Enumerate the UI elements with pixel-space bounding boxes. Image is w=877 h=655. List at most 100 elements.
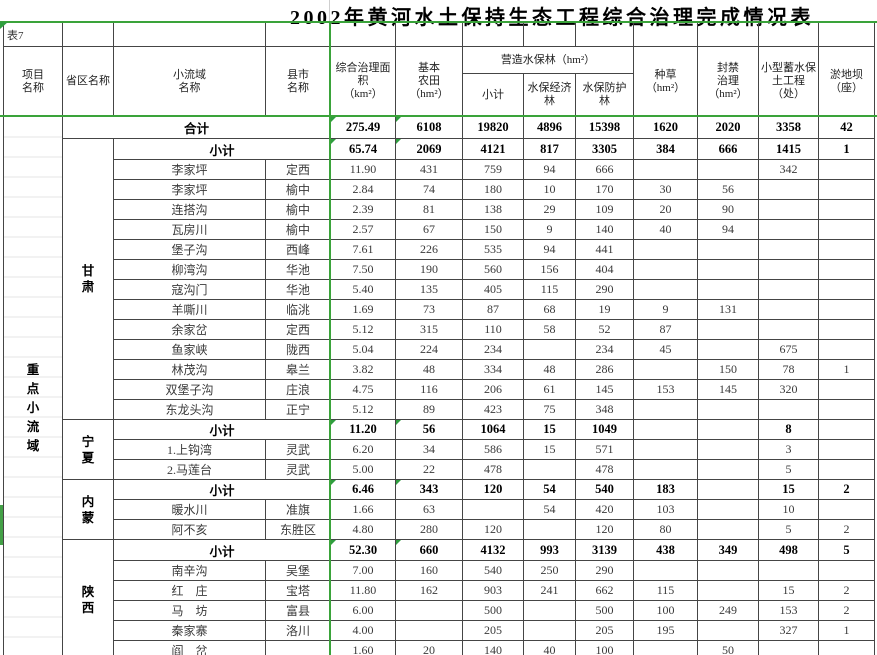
value-cell[interactable] [818, 159, 875, 180]
value-cell[interactable]: 315 [395, 319, 463, 340]
subtotal-label-cell[interactable]: 小计 [113, 419, 331, 440]
value-cell[interactable]: 120 [575, 519, 634, 540]
county-name-cell[interactable]: 庄浪 [265, 379, 331, 400]
value-cell[interactable] [758, 319, 819, 340]
value-cell[interactable]: 15398 [575, 116, 634, 139]
value-cell[interactable] [818, 560, 875, 581]
value-cell[interactable]: 29 [523, 199, 576, 220]
value-cell[interactable] [523, 620, 576, 641]
province-cell[interactable]: 宁 夏 [62, 419, 114, 480]
value-cell[interactable]: 290 [575, 560, 634, 581]
value-cell[interactable]: 249 [697, 600, 759, 621]
watershed-name-cell[interactable]: 双堡子沟 [113, 379, 266, 400]
value-cell[interactable]: 478 [575, 459, 634, 480]
watershed-name-cell[interactable]: 羊嘶川 [113, 299, 266, 320]
value-cell[interactable] [523, 339, 576, 360]
subtotal-label-cell[interactable]: 小计 [113, 138, 331, 160]
subtotal-label-cell[interactable]: 小计 [113, 479, 331, 500]
value-cell[interactable]: 423 [462, 399, 524, 420]
county-name-cell[interactable]: 陇西 [265, 339, 331, 360]
value-cell[interactable]: 2020 [697, 116, 759, 139]
province-cell[interactable]: 陕 西 [62, 539, 114, 655]
value-cell[interactable]: 7.50 [330, 259, 396, 280]
value-cell[interactable]: 52.30 [330, 539, 396, 561]
header-basic-farmland[interactable]: 基本 农田 （hm²） [395, 46, 463, 117]
value-cell[interactable] [818, 299, 875, 320]
value-cell[interactable] [523, 519, 576, 540]
county-name-cell[interactable]: 华池 [265, 259, 331, 280]
value-cell[interactable]: 162 [395, 580, 463, 601]
value-cell[interactable]: 1620 [633, 116, 698, 139]
value-cell[interactable] [523, 459, 576, 480]
value-cell[interactable] [818, 199, 875, 220]
project-name-cell[interactable]: 重 点 小 流 域 [3, 116, 63, 655]
value-cell[interactable]: 1 [818, 359, 875, 380]
county-name-cell[interactable]: 富县 [265, 600, 331, 621]
value-cell[interactable]: 90 [697, 199, 759, 220]
county-name-cell[interactable]: 华池 [265, 279, 331, 300]
value-cell[interactable]: 1.66 [330, 499, 396, 520]
empty-cell[interactable] [395, 22, 463, 47]
value-cell[interactable]: 1.60 [330, 640, 396, 655]
value-cell[interactable] [633, 259, 698, 280]
value-cell[interactable]: 2 [818, 580, 875, 601]
value-cell[interactable]: 50 [697, 640, 759, 655]
value-cell[interactable] [818, 499, 875, 520]
value-cell[interactable]: 1 [818, 138, 875, 160]
value-cell[interactable]: 431 [395, 159, 463, 180]
value-cell[interactable]: 5 [818, 539, 875, 561]
subtotal-label-cell[interactable]: 小计 [113, 539, 331, 561]
value-cell[interactable]: 68 [523, 299, 576, 320]
value-cell[interactable]: 3305 [575, 138, 634, 160]
value-cell[interactable] [523, 600, 576, 621]
value-cell[interactable]: 110 [462, 319, 524, 340]
value-cell[interactable]: 180 [462, 179, 524, 200]
value-cell[interactable]: 4.75 [330, 379, 396, 400]
value-cell[interactable]: 78 [758, 359, 819, 380]
value-cell[interactable]: 6108 [395, 116, 463, 139]
watershed-name-cell[interactable]: 连搭沟 [113, 199, 266, 220]
header-forest-group[interactable]: 营造水保林（hm²） [462, 46, 634, 74]
value-cell[interactable]: 20 [395, 640, 463, 655]
county-name-cell[interactable]: 宝塔 [265, 580, 331, 601]
value-cell[interactable]: 405 [462, 279, 524, 300]
value-cell[interactable]: 205 [575, 620, 634, 641]
watershed-name-cell[interactable]: 柳湾沟 [113, 259, 266, 280]
value-cell[interactable]: 6.20 [330, 439, 396, 460]
header-county-name[interactable]: 县市 名称 [265, 46, 331, 117]
value-cell[interactable]: 3139 [575, 539, 634, 561]
value-cell[interactable] [818, 439, 875, 460]
value-cell[interactable]: 349 [697, 539, 759, 561]
value-cell[interactable]: 140 [575, 219, 634, 240]
value-cell[interactable] [697, 339, 759, 360]
value-cell[interactable]: 120 [462, 479, 524, 500]
empty-cell[interactable] [697, 22, 759, 47]
total-label-cell[interactable]: 合计 [62, 116, 331, 139]
value-cell[interactable] [697, 159, 759, 180]
value-cell[interactable]: 540 [575, 479, 634, 500]
value-cell[interactable]: 11.90 [330, 159, 396, 180]
value-cell[interactable]: 250 [523, 560, 576, 581]
header-forest-economic[interactable]: 水保经济 林 [523, 73, 576, 117]
empty-cell[interactable] [818, 22, 875, 47]
watershed-name-cell[interactable]: 暖水川 [113, 499, 266, 520]
value-cell[interactable]: 19 [575, 299, 634, 320]
value-cell[interactable]: 560 [462, 259, 524, 280]
value-cell[interactable]: 993 [523, 539, 576, 561]
value-cell[interactable]: 500 [462, 600, 524, 621]
value-cell[interactable]: 290 [575, 279, 634, 300]
county-name-cell[interactable]: 临洮 [265, 299, 331, 320]
value-cell[interactable]: 5.40 [330, 279, 396, 300]
value-cell[interactable]: 45 [633, 339, 698, 360]
watershed-name-cell[interactable]: 秦家寨 [113, 620, 266, 641]
value-cell[interactable] [818, 459, 875, 480]
value-cell[interactable] [818, 279, 875, 300]
county-name-cell[interactable] [265, 640, 331, 655]
empty-cell[interactable] [113, 22, 266, 47]
value-cell[interactable]: 145 [697, 379, 759, 400]
value-cell[interactable]: 81 [395, 199, 463, 220]
empty-cell[interactable] [62, 22, 114, 47]
value-cell[interactable]: 42 [818, 116, 875, 139]
value-cell[interactable] [633, 439, 698, 460]
value-cell[interactable]: 2 [818, 479, 875, 500]
